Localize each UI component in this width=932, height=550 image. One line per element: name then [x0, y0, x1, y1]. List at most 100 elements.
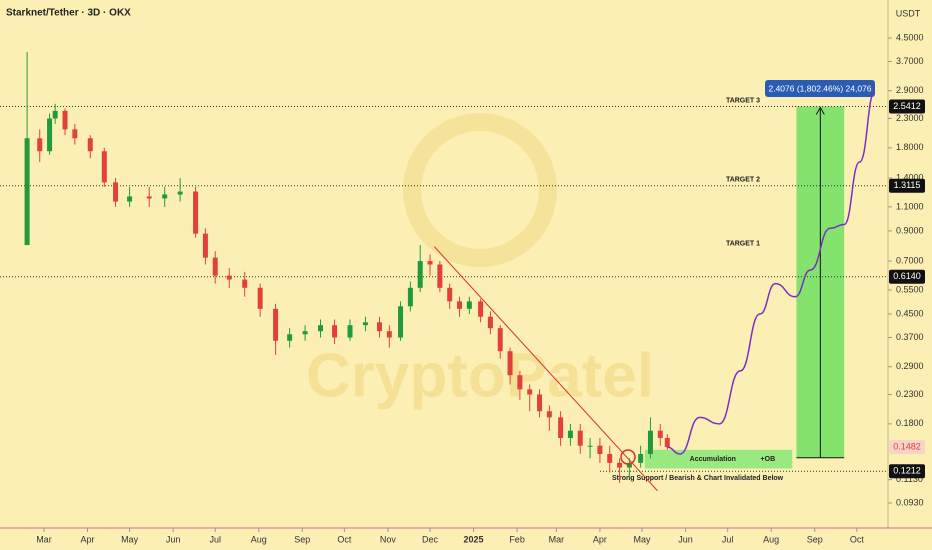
candle-body — [226, 275, 232, 280]
y-tick-label: 1.1000 — [896, 201, 924, 211]
candle-body — [202, 233, 208, 258]
candle-body — [386, 331, 392, 338]
price-tag-label: 0.6140 — [893, 271, 921, 281]
x-tick-label: Nov — [380, 534, 397, 544]
candle-body — [487, 316, 493, 329]
x-tick-label: Jun — [166, 534, 181, 544]
candle-body — [52, 110, 58, 119]
x-tick-label: Dec — [422, 534, 439, 544]
x-tick-label: Aug — [251, 534, 267, 544]
candle-body — [101, 151, 107, 183]
watermark-logo — [403, 113, 557, 267]
target-label-bg — [765, 80, 875, 97]
level-label: TARGET 1 — [726, 241, 760, 248]
target-label: 2.4076 (1,802.46%) 24,076 — [768, 83, 871, 93]
candle-body — [417, 261, 423, 288]
x-tick-label: Aug — [763, 534, 779, 544]
candle-body — [127, 196, 133, 202]
candle-body — [113, 182, 119, 202]
candle-body — [318, 325, 324, 332]
price-tag — [889, 99, 925, 114]
candle-body — [657, 430, 663, 438]
chart-title: Starknet/Tether · 3D · OKX — [6, 8, 131, 19]
target-arrowhead — [815, 106, 825, 115]
candle-body — [287, 334, 293, 341]
x-tick-label: May — [121, 534, 139, 544]
candle-body — [527, 389, 533, 395]
candle-body — [567, 430, 573, 438]
candle-body — [546, 411, 552, 418]
candle-body — [62, 110, 68, 130]
candle-body — [587, 445, 593, 447]
candle-body — [332, 325, 338, 338]
level-label: TARGET 3 — [726, 97, 760, 104]
candle-body — [457, 301, 463, 309]
x-tick-label: Feb — [509, 534, 525, 544]
price-tag — [889, 178, 925, 193]
candle-body — [257, 287, 263, 309]
candle-body — [37, 138, 43, 152]
y-tick-label: 3.7000 — [896, 56, 924, 66]
x-tick-label: Jul — [722, 534, 734, 544]
candle-body — [347, 325, 353, 338]
price-tag-label: 0.1482 — [893, 442, 921, 452]
x-tick-label: Oct — [337, 534, 352, 544]
candle-body — [466, 301, 472, 309]
candle-body — [427, 261, 433, 265]
candle-body — [558, 417, 564, 438]
trendline — [433, 246, 658, 492]
accumulation-box — [644, 449, 793, 469]
candle-body — [212, 257, 218, 276]
price-tag-label: 2.5412 — [893, 101, 921, 111]
x-tick-label: Apr — [80, 534, 94, 544]
candle-body — [72, 129, 78, 139]
candle-body — [664, 437, 670, 448]
x-tick-label: Sep — [807, 534, 823, 544]
y-tick-label: 1.4000 — [896, 172, 924, 182]
price-tag — [889, 440, 925, 455]
y-tick-label: 0.4500 — [896, 308, 924, 318]
candle-body — [273, 308, 279, 341]
candle-body — [497, 328, 503, 352]
level-label: TARGET 2 — [726, 177, 760, 184]
x-tick-label: Sep — [294, 534, 310, 544]
candle-body — [507, 351, 513, 376]
candle-body — [577, 430, 583, 446]
candle-body — [537, 394, 543, 412]
candle-body — [146, 196, 152, 199]
y-tick-label: 0.1800 — [896, 418, 924, 428]
candle-body — [47, 118, 53, 152]
candle-body — [437, 264, 443, 288]
level-label: Strong Support / Bearish & Chart Invalid… — [612, 475, 784, 482]
y-tick-label: 2.9000 — [896, 85, 924, 95]
price-tag-label: 1.3115 — [894, 180, 921, 190]
candle-body — [478, 301, 484, 317]
candle-body — [162, 194, 168, 199]
price-tag-label: 0.1212 — [893, 466, 921, 476]
candle-body — [376, 322, 382, 332]
y-tick-label: 0.2300 — [896, 389, 924, 399]
candle-body — [638, 453, 644, 463]
candle-body — [398, 306, 404, 338]
candle-body — [647, 430, 653, 454]
y-tick-label: 0.1130 — [896, 474, 923, 484]
y-tick-label: 4.5000 — [896, 32, 924, 42]
price-tag — [889, 269, 925, 284]
y-tick-label: 0.7000 — [896, 255, 924, 265]
candle-body — [617, 462, 623, 468]
x-tick-label: Mar — [36, 534, 52, 544]
candle-body — [517, 375, 523, 390]
candle-body — [607, 453, 613, 463]
x-tick-label: Mar — [549, 534, 565, 544]
x-tick-label: Jun — [678, 534, 693, 544]
y-tick-label: 0.0930 — [896, 497, 924, 507]
accumulation-label: Accumulation — [690, 456, 736, 463]
x-tick-label: 2025 — [464, 534, 484, 544]
y-tick-label: 1.8000 — [896, 142, 924, 152]
y-tick-label: 0.3700 — [896, 332, 924, 342]
x-tick-label: Apr — [593, 534, 607, 544]
y-tick-label: 0.9000 — [896, 225, 924, 235]
y-tick-label: 0.2900 — [896, 361, 924, 371]
watermark: CryptoPatel — [306, 341, 654, 410]
